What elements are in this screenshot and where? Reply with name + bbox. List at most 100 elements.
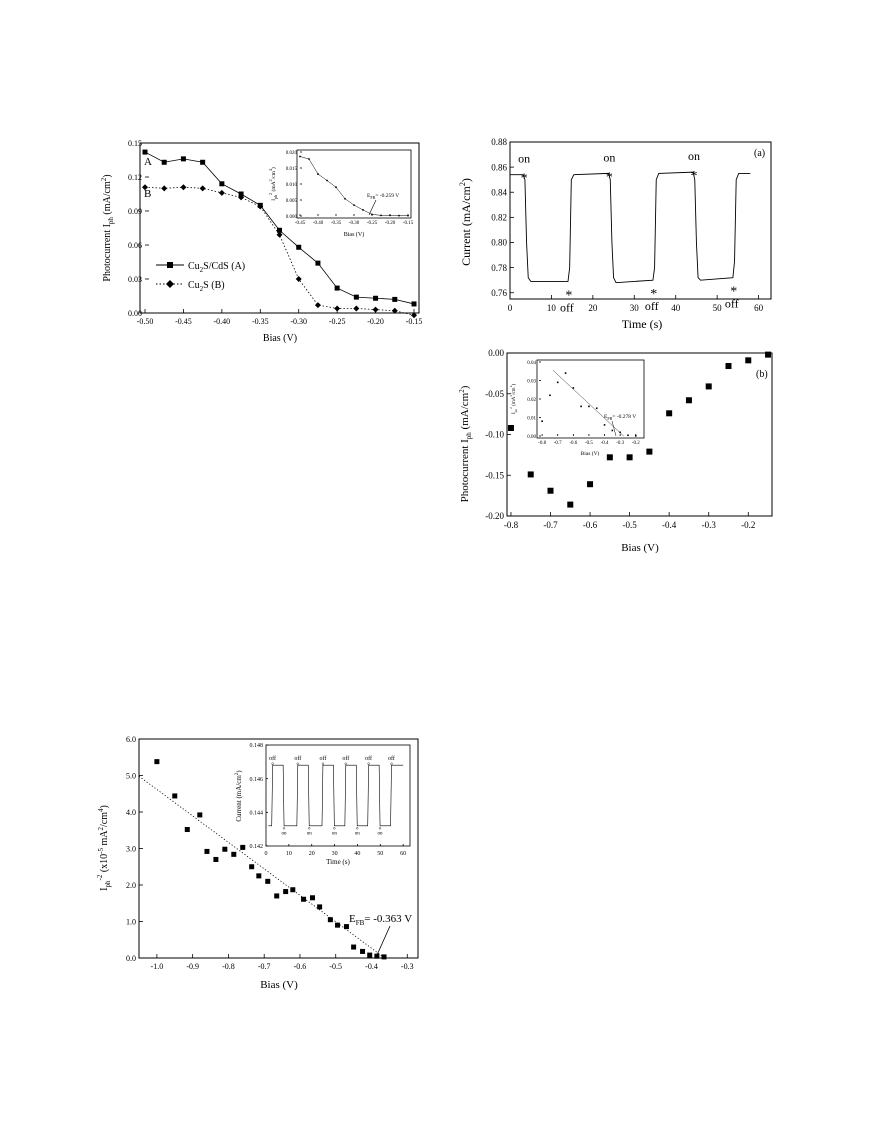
x-tick-label: -0.6 <box>294 962 307 971</box>
data-point <box>231 851 237 857</box>
y-tick-label: -0.20 <box>485 511 504 521</box>
data-point <box>685 397 692 404</box>
x-tick-label: -0.45 <box>175 317 192 326</box>
asterisk-marker: * <box>730 285 737 300</box>
y-tick-label: -0.10 <box>485 430 504 440</box>
inset-y-axis-title: Current (mA/cm2) <box>235 770 243 822</box>
y-tick-label: 0.15 <box>128 139 142 148</box>
data-point <box>360 948 366 954</box>
data-point <box>317 904 323 910</box>
data-point <box>283 889 289 895</box>
y-tick-label: 0.84 <box>491 187 507 197</box>
inset-data-point <box>595 407 598 410</box>
y-tick-label: 0.144 <box>250 810 264 816</box>
inset-current-trace <box>268 764 404 827</box>
y-tick-label: 0.03 <box>128 275 142 284</box>
inset-chart: -0.8 -0.7 -0.6 -0.5 -0.4 -0.3 -0.2 0.00 0.01 0.02… <box>509 359 645 457</box>
x-tick-label: -0.2 <box>632 441 640 446</box>
x-tick-label: -0.6 <box>583 520 598 530</box>
on-off-annotations: *on*off*on*off*on*off <box>518 149 739 314</box>
inset-data-point <box>611 429 614 432</box>
inset-data-point <box>299 155 301 158</box>
y-tick-label: 0.02 <box>527 398 536 403</box>
asterisk-marker: * <box>521 172 528 187</box>
x-tick-label: 10 <box>547 303 557 313</box>
axes: -1.0 -0.9 -0.8 -0.7 -0.6 -0.5 -0.4 -0.3 0.0 1.0 2.… <box>126 735 414 971</box>
x-tick-label: -0.15 <box>403 221 414 226</box>
y-tick-label: 0.88 <box>491 137 507 147</box>
y-tick-label: -0.05 <box>485 389 504 399</box>
data-point <box>367 952 373 958</box>
x-tick-label: -0.4 <box>662 520 677 530</box>
inset-marker <box>344 762 347 765</box>
x-tick-label: -0.7 <box>258 962 271 971</box>
data-point-b <box>142 184 148 191</box>
annotation-efb: EFB= -0.363 V <box>349 913 412 927</box>
data-point-a <box>161 159 167 165</box>
y-tick-label: 0.015 <box>286 167 298 172</box>
inset-data-point <box>407 214 409 217</box>
inset-off-label: off <box>365 755 372 762</box>
inset-on-label: on <box>332 831 338 836</box>
data-point-a <box>219 181 225 187</box>
inset-marker <box>390 762 393 765</box>
data-point <box>197 812 203 818</box>
inset-chart: -0.45 -0.40 -0.35 -0.30 -0.25 -0.20 -0.15 0.000… <box>268 149 414 238</box>
data-point <box>587 481 594 488</box>
data-point-a <box>296 244 302 250</box>
inset-data-point <box>603 424 606 426</box>
data-point-b <box>180 184 187 191</box>
x-tick-label: -0.15 <box>406 317 423 326</box>
data-point <box>184 827 190 833</box>
y-tick-label: 4.0 <box>126 808 136 817</box>
inset-marker <box>282 827 286 830</box>
on-label: on <box>688 149 700 163</box>
inset-frame <box>536 359 645 439</box>
y-tick-label: 0.06 <box>128 241 142 250</box>
y-tick-label: 0.000 <box>286 215 298 220</box>
y-tick-label: 0.04 <box>527 361 536 366</box>
y-axis-title: Iph-2 (x10-5 mA2/cm4) <box>96 805 112 891</box>
x-tick-label: 10 <box>286 851 292 857</box>
x-tick-label: 30 <box>332 851 338 857</box>
plot-frame <box>509 141 772 300</box>
x-tick-label: -0.30 <box>290 317 307 326</box>
x-tick-label: -0.9 <box>186 962 199 971</box>
inset-data-point <box>398 214 400 217</box>
legend-label-a: Cu2S/CdS (A) <box>188 261 245 274</box>
y-tick-label: 0.09 <box>128 207 142 216</box>
x-tick-label: 20 <box>309 851 315 857</box>
data-point-a <box>142 149 148 155</box>
current-trace <box>510 171 751 284</box>
y-tick-label: 0.86 <box>491 162 507 172</box>
inset-marker <box>378 827 382 830</box>
data-point-a <box>200 159 206 165</box>
data-point-b <box>372 306 379 313</box>
x-axis-title: Bias (V) <box>260 979 298 991</box>
data-point-b <box>334 305 341 312</box>
data-point <box>274 893 280 899</box>
y-tick-label: 0.12 <box>128 173 142 182</box>
data-point <box>547 487 554 494</box>
data-point-a <box>392 296 398 302</box>
data-point-b <box>411 312 417 319</box>
inset-data-point <box>549 394 551 397</box>
data-point <box>309 895 315 901</box>
y-tick-label: 0.020 <box>286 151 298 156</box>
data-point <box>249 864 255 870</box>
inset-off-label: off <box>269 755 276 762</box>
inset-on-label: on <box>378 831 384 836</box>
x-tick-label: 30 <box>630 303 640 313</box>
x-tick-label: -0.3 <box>401 962 414 971</box>
inset-annotation-efb: EFB= -0.278 V <box>604 414 636 421</box>
inset-data-point <box>317 173 319 175</box>
inset-off-label: off <box>388 755 395 762</box>
data-point <box>646 448 653 455</box>
x-tick-label: -0.25 <box>329 317 346 326</box>
y-tick-label: 0.00 <box>527 435 536 440</box>
x-tick-label: -0.8 <box>538 441 546 446</box>
y-tick-label: 0.76 <box>491 288 507 298</box>
curve-label-a: A <box>144 156 152 168</box>
inset-data-point <box>335 186 337 189</box>
